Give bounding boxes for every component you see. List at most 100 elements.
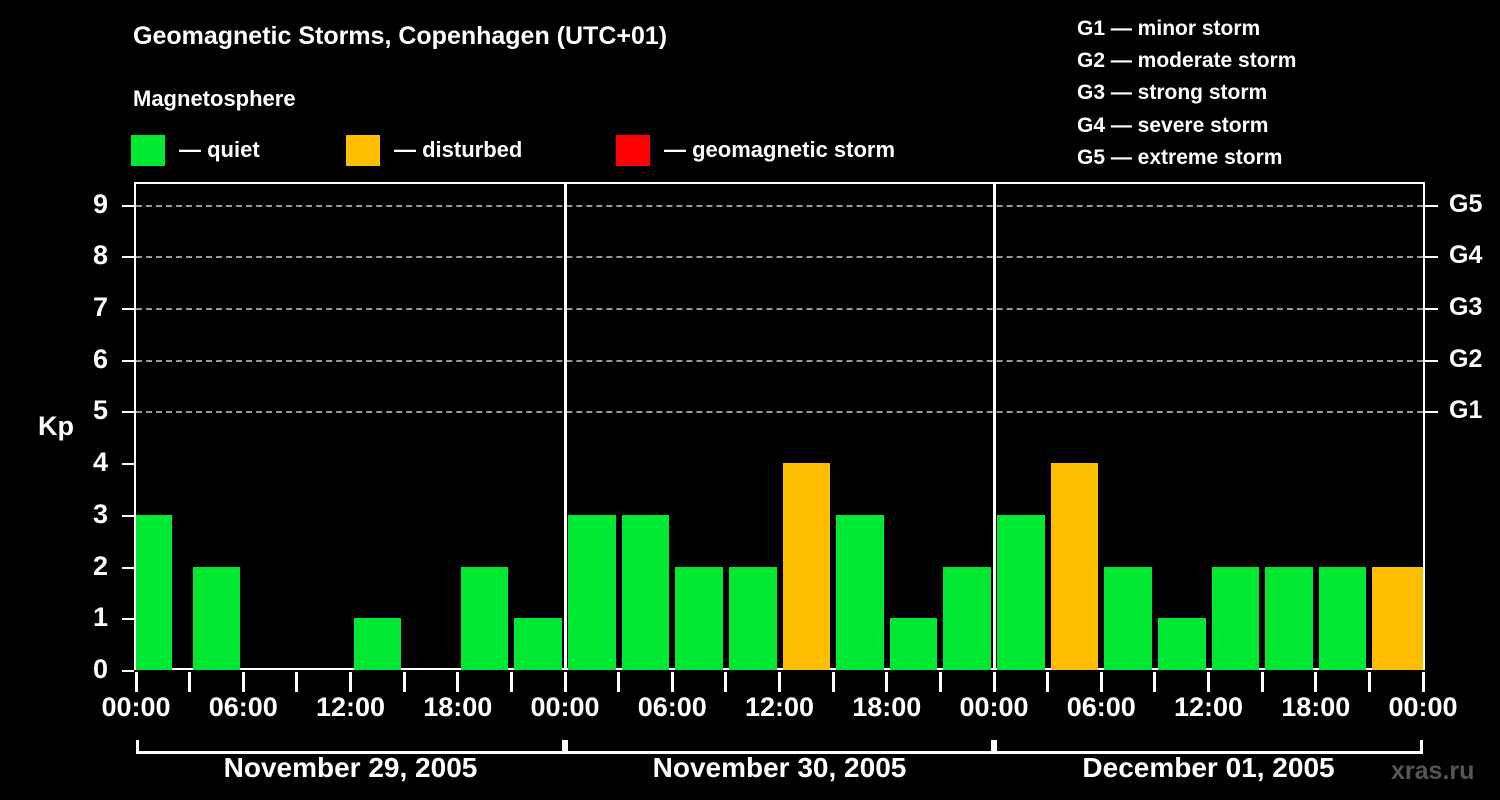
y-axis-label: 3 bbox=[92, 498, 108, 529]
y-axis-label: 8 bbox=[92, 240, 108, 271]
y-axis-tick bbox=[122, 359, 134, 362]
x-axis-tick bbox=[1046, 672, 1050, 692]
g-scale-legend-item: G4 — severe storm bbox=[1077, 113, 1269, 137]
x-axis-label: 12:00 bbox=[1173, 692, 1244, 722]
g-scale-tick bbox=[1425, 256, 1438, 259]
x-axis-label: 18:00 bbox=[423, 692, 493, 722]
g-scale-legend: G1 — minor storm G2 — moderate storm G3 — … bbox=[1077, 13, 1296, 174]
x-axis-label: 00:00 bbox=[1388, 692, 1458, 722]
y-axis-label: 7 bbox=[92, 292, 108, 323]
x-axis-tick bbox=[1099, 672, 1103, 692]
x-axis-label: 18:00 bbox=[852, 692, 922, 722]
g-scale-axis-label: G2 bbox=[1449, 344, 1483, 373]
legend-color-swatch bbox=[131, 134, 165, 166]
x-axis-tick bbox=[670, 672, 674, 692]
x-axis-tick bbox=[509, 672, 513, 692]
bar bbox=[568, 514, 616, 670]
watermark: xras.ru bbox=[1391, 757, 1475, 785]
y-axis-tick bbox=[122, 618, 134, 621]
g-scale-legend-item: G5 — extreme storm bbox=[1077, 145, 1283, 169]
bar bbox=[514, 618, 562, 670]
day-separator bbox=[563, 184, 567, 670]
x-axis-tick bbox=[724, 672, 728, 692]
day-bracket bbox=[565, 740, 994, 754]
x-axis-tick bbox=[134, 672, 138, 692]
gridline bbox=[136, 204, 1423, 207]
x-axis-label: 00:00 bbox=[959, 692, 1029, 722]
x-axis-label: 12:00 bbox=[744, 692, 815, 722]
legend-label: — disturbed bbox=[394, 137, 523, 162]
x-axis-tick bbox=[1367, 672, 1371, 692]
y-axis-tick bbox=[122, 204, 134, 207]
bar bbox=[836, 514, 884, 670]
y-axis-label: 9 bbox=[92, 188, 108, 219]
x-axis-tick bbox=[1421, 672, 1425, 692]
gridline bbox=[136, 411, 1423, 414]
x-axis-label: 18:00 bbox=[1281, 692, 1351, 722]
y-axis-label: 6 bbox=[92, 343, 108, 374]
y-axis-tick bbox=[122, 514, 134, 517]
x-axis-tick bbox=[831, 672, 835, 692]
x-axis-tick bbox=[563, 672, 567, 692]
gridline bbox=[136, 359, 1423, 362]
day-caption: November 30, 2005 bbox=[652, 752, 907, 783]
g-scale-tick bbox=[1425, 359, 1438, 362]
g-scale-axis-label: G4 bbox=[1449, 241, 1483, 270]
bar bbox=[1265, 566, 1313, 670]
y-axis-tick bbox=[122, 670, 134, 672]
y-axis-label: 2 bbox=[92, 550, 108, 581]
x-axis-tick bbox=[778, 672, 781, 692]
gridline bbox=[136, 256, 1423, 259]
y-axis-tick bbox=[122, 566, 134, 569]
legend-label: — geomagnetic storm bbox=[664, 137, 896, 162]
y-axis-tick bbox=[122, 256, 134, 259]
day-bracket bbox=[994, 740, 1423, 754]
bar bbox=[1211, 566, 1260, 670]
plot-frame bbox=[134, 182, 1425, 670]
x-axis-tick bbox=[1314, 672, 1318, 692]
bar bbox=[1372, 566, 1423, 670]
legend-color-swatch bbox=[346, 134, 380, 166]
x-axis-label: 06:00 bbox=[208, 692, 278, 722]
y-axis-label: 4 bbox=[92, 447, 108, 478]
x-axis-tick bbox=[992, 672, 996, 692]
y-axis-tick bbox=[122, 411, 134, 414]
bar bbox=[889, 618, 938, 670]
x-axis-tick bbox=[349, 672, 352, 692]
g-scale-legend-item: G1 — minor storm bbox=[1077, 17, 1261, 40]
x-axis-label: 12:00 bbox=[315, 692, 386, 722]
bar bbox=[997, 514, 1045, 670]
bar bbox=[1104, 566, 1152, 670]
x-axis-tick bbox=[1260, 672, 1264, 692]
x-axis-tick bbox=[885, 672, 889, 692]
bar bbox=[1050, 463, 1099, 670]
x-axis-tick bbox=[1207, 672, 1210, 692]
x-axis-label: 06:00 bbox=[637, 692, 707, 722]
bar bbox=[782, 463, 831, 670]
y-axis-title: Kp bbox=[38, 411, 74, 441]
g-scale-legend-item: G3 — strong storm bbox=[1077, 81, 1268, 105]
day-bracket bbox=[136, 740, 565, 754]
x-axis-label: 00:00 bbox=[530, 692, 600, 722]
bar bbox=[192, 566, 241, 670]
bar bbox=[1157, 618, 1206, 670]
x-axis-tick bbox=[188, 672, 192, 692]
x-axis-tick bbox=[456, 672, 460, 692]
bar bbox=[728, 566, 777, 670]
plot-area bbox=[136, 184, 1423, 670]
x-axis-tick bbox=[295, 672, 299, 692]
bar bbox=[943, 566, 991, 670]
g-scale-legend-item: G2 — moderate storm bbox=[1077, 49, 1297, 73]
subsystem-label: Magnetosphere bbox=[133, 86, 296, 111]
legend-label: — quiet bbox=[179, 137, 260, 162]
y-axis-label: 0 bbox=[92, 654, 108, 684]
legend-entry: — quiet bbox=[131, 133, 260, 167]
legend-entry: — disturbed bbox=[346, 133, 522, 167]
bar bbox=[621, 514, 670, 670]
g-scale-tick bbox=[1425, 204, 1438, 207]
legend-entry: — geomagnetic storm bbox=[616, 133, 895, 167]
bar bbox=[353, 618, 402, 670]
x-axis-tick bbox=[241, 672, 245, 692]
g-scale-axis-label: G1 bbox=[1449, 396, 1483, 425]
bar bbox=[460, 566, 509, 670]
